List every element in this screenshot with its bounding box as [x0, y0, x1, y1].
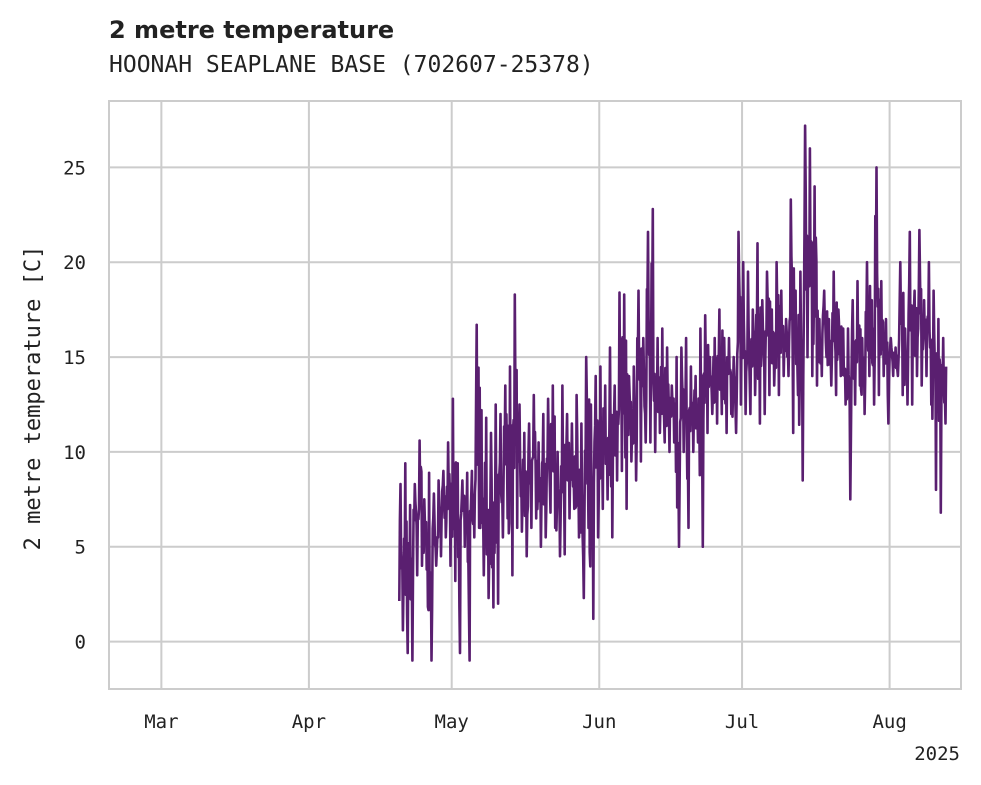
y-axis-label: 2 metre temperature [C] — [21, 246, 46, 551]
year-label: 2025 — [914, 743, 960, 765]
y-tick-label: 20 — [63, 252, 86, 274]
y-tick-label: 0 — [75, 632, 86, 654]
y-tick-label: 25 — [63, 157, 86, 179]
y-tick-label: 15 — [63, 347, 86, 369]
chart-subtitle: HOONAH SEAPLANE BASE (702607-25378) — [109, 52, 594, 78]
temperature-series-line — [398, 124, 948, 662]
x-tick-label: Aug — [872, 711, 906, 733]
chart-title: 2 metre temperature — [109, 16, 395, 44]
series-layer — [398, 124, 948, 662]
y-tick-label: 5 — [75, 537, 86, 559]
y-tick-label: 10 — [63, 442, 86, 464]
x-tick-labels: Mar Apr May Jun Jul Aug — [144, 711, 907, 733]
x-tick-label: Jun — [582, 711, 616, 733]
x-tick-label: May — [435, 711, 469, 733]
x-tick-label: Jul — [725, 711, 759, 733]
y-tick-labels: 0 5 10 15 20 25 — [63, 157, 86, 653]
x-tick-label: Apr — [292, 711, 326, 733]
x-tick-label: Mar — [144, 711, 178, 733]
plot-frame — [108, 100, 962, 690]
